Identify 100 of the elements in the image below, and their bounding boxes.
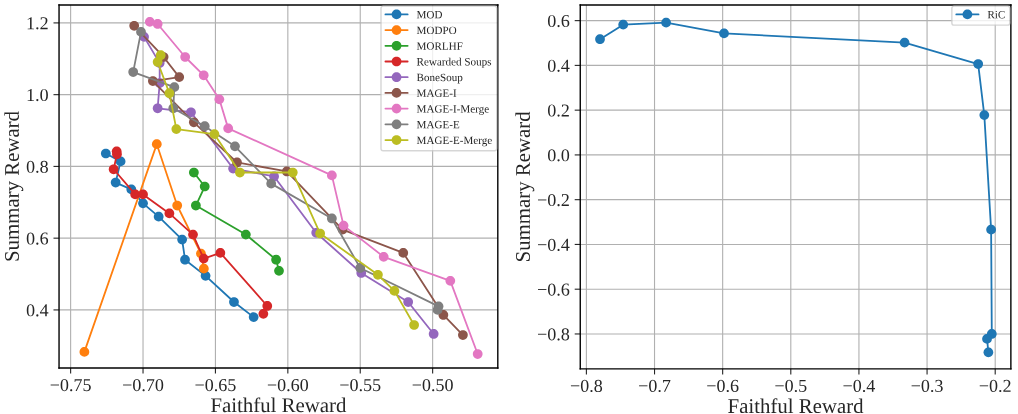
point	[174, 72, 185, 82]
point	[215, 248, 226, 258]
y-tick-label: 0.4	[26, 304, 49, 317]
point	[973, 59, 984, 69]
point	[199, 121, 210, 132]
point	[188, 229, 198, 240]
point	[198, 253, 209, 264]
x-tick-label: −0.3	[911, 379, 943, 393]
x-tick-label: −0.7	[639, 379, 671, 393]
point	[186, 107, 196, 118]
legend-label: MAGE-E-Merge	[416, 136, 492, 147]
point	[271, 254, 281, 265]
point	[152, 103, 163, 114]
point	[595, 34, 605, 45]
y-tick-label: 0.4	[547, 59, 570, 72]
point	[338, 220, 349, 231]
point	[191, 200, 201, 211]
y-tick-label: 0.6	[547, 14, 570, 28]
point	[983, 347, 994, 358]
y-tick-label: 0.0	[547, 149, 570, 162]
point	[458, 330, 468, 340]
point	[108, 164, 119, 175]
y-tick-label: −0.8	[537, 328, 570, 341]
point	[389, 286, 400, 296]
point	[986, 224, 996, 235]
x-axis-title: Faithful Reward	[211, 397, 347, 413]
legend-label: MOD	[416, 10, 443, 19]
point	[110, 177, 121, 188]
point	[428, 329, 439, 339]
point	[138, 198, 148, 209]
point	[129, 20, 140, 31]
point	[180, 52, 191, 62]
legend-label: RiC	[987, 10, 1005, 19]
legend-label: MAGE-I	[416, 89, 457, 97]
point	[128, 67, 139, 77]
point	[198, 263, 209, 274]
point	[618, 19, 629, 30]
point	[136, 27, 146, 37]
x-tick-label: −0.6	[707, 379, 739, 393]
y-tick-label: −0.6	[537, 283, 570, 296]
point	[409, 320, 419, 330]
x-tick-label: −0.50	[412, 378, 453, 392]
y-tick-label: 0.8	[26, 160, 48, 173]
y-tick-label: −0.4	[537, 238, 570, 251]
legend-label: MAGE-E	[416, 120, 460, 129]
point	[214, 94, 225, 105]
x-tick-label: −0.4	[843, 379, 876, 393]
point	[151, 139, 162, 150]
x-tick-label: −0.2	[979, 379, 1011, 393]
x-tick-label: −0.55	[340, 378, 381, 392]
point	[100, 148, 111, 159]
point	[177, 234, 187, 245]
point	[899, 37, 910, 48]
x-tick-label: −0.70	[123, 378, 164, 392]
point	[79, 347, 90, 357]
point	[230, 141, 240, 152]
point	[266, 178, 277, 189]
point	[403, 297, 414, 307]
legend-label: MORLHF	[416, 42, 463, 50]
y-axis-title: Summary Reward	[515, 111, 535, 262]
point	[979, 110, 990, 120]
point	[472, 349, 483, 359]
point	[326, 213, 337, 224]
point	[164, 88, 175, 99]
point	[315, 228, 325, 239]
x-tick-label: −0.60	[267, 378, 309, 392]
point	[172, 200, 183, 211]
point	[223, 123, 234, 134]
point	[144, 16, 155, 27]
point	[199, 181, 210, 192]
point	[287, 167, 298, 178]
point	[661, 17, 671, 28]
y-tick-label: −0.2	[537, 193, 569, 207]
legend-label: MAGE-I-Merge	[416, 105, 489, 115]
legend-label: MODPO	[416, 26, 457, 35]
point	[262, 301, 273, 311]
point	[373, 269, 383, 280]
point	[229, 297, 239, 307]
point	[248, 312, 259, 322]
point	[982, 334, 992, 344]
point	[326, 170, 337, 181]
point	[274, 265, 284, 276]
point	[164, 208, 175, 219]
point	[153, 211, 164, 222]
point	[719, 28, 729, 39]
point	[378, 251, 389, 262]
point	[180, 254, 190, 265]
point	[445, 276, 456, 286]
point	[138, 189, 148, 200]
point	[355, 263, 366, 273]
legend-label: BoneSoup	[416, 73, 463, 84]
x-tick-label: −0.5	[775, 379, 807, 393]
point	[398, 248, 409, 258]
y-tick-label: 0.6	[26, 232, 49, 245]
y-axis-title: Summary Reward	[4, 111, 24, 261]
point	[198, 70, 209, 81]
legend-label: Rewarded Soups	[416, 57, 492, 68]
point	[152, 19, 163, 29]
y-tick-label: 1.2	[27, 17, 48, 30]
point	[258, 309, 269, 319]
